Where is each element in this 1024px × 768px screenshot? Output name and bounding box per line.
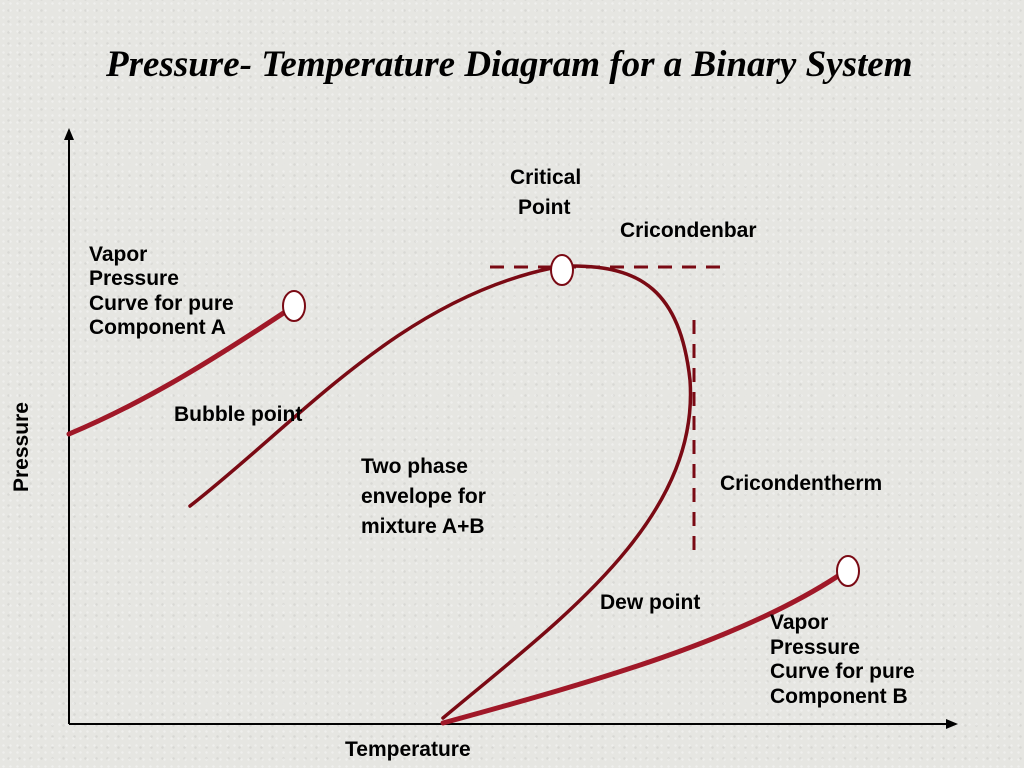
two-phase-envelope-label: Two phase envelope for mixture A+B xyxy=(361,455,492,538)
bubble-point-label: Bubble point xyxy=(174,403,302,426)
vapor-pressure-curve-b xyxy=(440,573,841,726)
axes xyxy=(64,128,958,729)
bubble-point-curve xyxy=(188,266,554,508)
vapor-curve-b-label: Vapor Pressure Curve for pure Component … xyxy=(770,611,921,708)
dew-point-label: Dew point xyxy=(600,591,700,614)
critical-point-label: Critical Point xyxy=(510,166,587,219)
x-axis-arrow xyxy=(946,719,958,729)
y-axis-label: Pressure xyxy=(10,402,33,492)
diagram-title: Pressure- Temperature Diagram for a Bina… xyxy=(105,44,912,85)
dew-point-curve xyxy=(441,264,693,720)
y-axis-arrow xyxy=(64,128,74,140)
cricondentherm-label: Cricondentherm xyxy=(720,472,882,495)
vapor-pressure-curve-a xyxy=(66,309,288,437)
critical-point-marker xyxy=(550,254,574,286)
component-b-critical-marker xyxy=(836,555,860,587)
vapor-curve-a-label: Vapor Pressure Curve for pure Component … xyxy=(89,243,240,339)
x-axis-label: Temperature xyxy=(345,738,471,761)
component-a-critical-marker xyxy=(282,290,306,322)
cricondenbar-label: Cricondenbar xyxy=(620,219,757,242)
